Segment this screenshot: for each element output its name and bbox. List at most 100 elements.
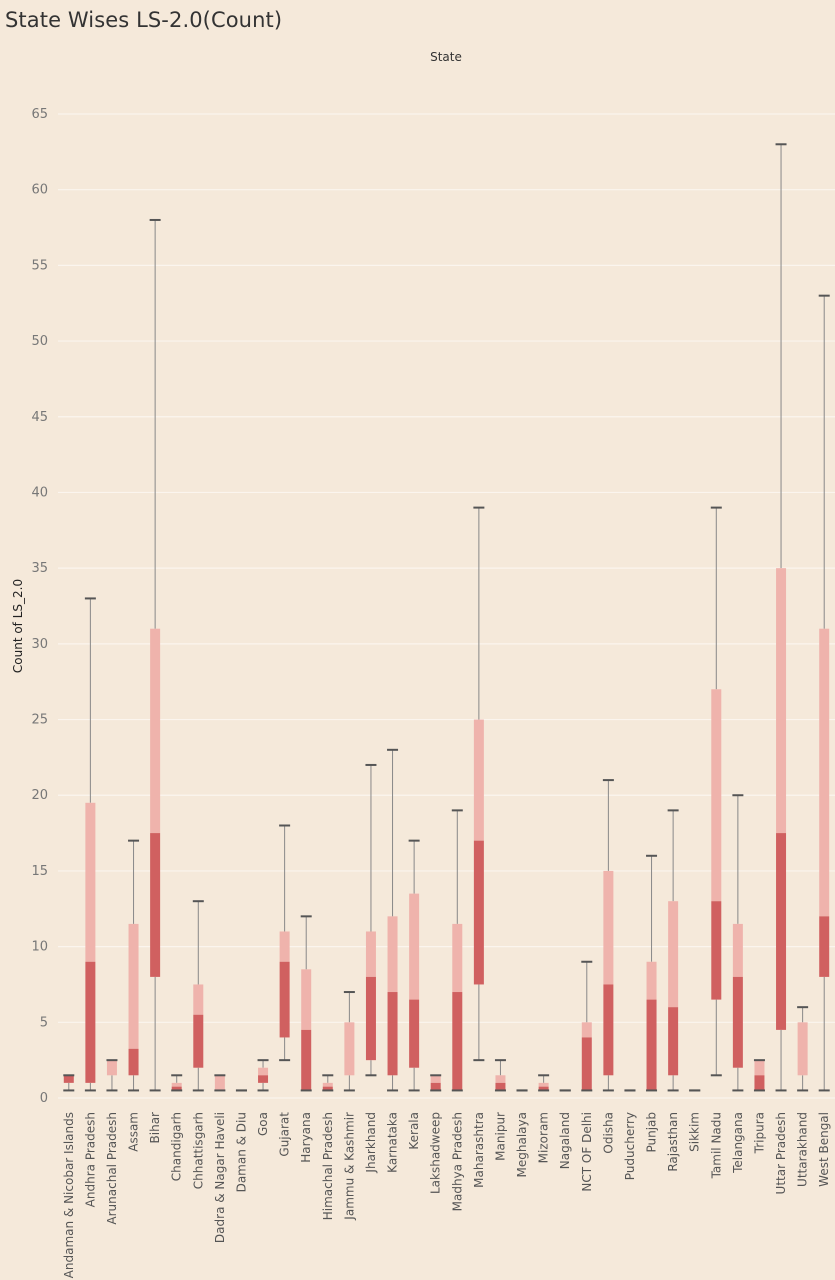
box-4[interactable]	[149, 218, 161, 1092]
x-tick-label: Chandigarh	[170, 1112, 184, 1181]
box-3[interactable]	[128, 839, 140, 1092]
upper-box	[279, 931, 290, 962]
box-11[interactable]	[300, 915, 312, 1092]
box-16[interactable]	[408, 839, 420, 1092]
box-19[interactable]	[473, 506, 485, 1062]
lower-box	[538, 1086, 549, 1091]
x-tick-label: Mizoram	[537, 1112, 551, 1163]
upper-box	[409, 893, 420, 1000]
x-tick-label: Haryana	[299, 1112, 313, 1163]
box-24[interactable]	[581, 960, 593, 1092]
y-tick-label: 35	[31, 561, 48, 576]
x-tick-label: Arunachal Pradesh	[105, 1112, 119, 1225]
lower-box	[668, 1007, 679, 1076]
x-tick-label: Dadra & Nagar Haveli	[213, 1112, 227, 1243]
upper-box	[797, 1022, 808, 1076]
lower-box	[711, 901, 722, 1000]
box-6[interactable]	[192, 900, 204, 1092]
x-tick-label: Bihar	[148, 1112, 162, 1144]
x-tick-label: Andaman & Nicobar Islands	[62, 1112, 76, 1278]
x-tick-label: Telangana	[731, 1112, 745, 1174]
x-tick-label: Goa	[256, 1112, 270, 1136]
lower-box	[301, 1029, 312, 1091]
lower-box	[754, 1075, 765, 1091]
upper-box	[646, 961, 657, 1000]
upper-box	[732, 923, 743, 977]
chart-title: State Wises LS-2.0(Count)	[5, 8, 283, 32]
x-tick-label: Tamil Nadu	[709, 1112, 723, 1179]
box-18[interactable]	[451, 809, 463, 1092]
y-tick-label: 20	[31, 788, 48, 803]
x-tick-label: Tripura	[752, 1112, 766, 1154]
box-31[interactable]	[732, 794, 744, 1092]
box-9[interactable]	[257, 1059, 269, 1092]
y-tick-label: 5	[40, 1015, 48, 1030]
x-tick-label: Nagaland	[558, 1112, 572, 1169]
y-tick-label: 0	[40, 1091, 48, 1106]
box-30[interactable]	[710, 506, 722, 1077]
x-tick-label: NCT OF Delhi	[580, 1112, 594, 1192]
upper-box	[776, 568, 787, 834]
x-tick-label: Jammu & Kashmir	[342, 1112, 356, 1221]
upper-box	[473, 719, 484, 841]
x-tick-label: Sikkim	[688, 1112, 702, 1152]
lower-box	[322, 1086, 333, 1091]
x-tick-label: Assam	[127, 1112, 141, 1152]
upper-box	[668, 901, 679, 1008]
lower-box	[409, 999, 420, 1068]
upper-box	[106, 1060, 117, 1076]
x-tick-label: Andhra Pradesh	[83, 1112, 97, 1207]
box-7[interactable]	[214, 1074, 226, 1092]
x-tick-label: West Bengal	[817, 1112, 831, 1187]
upper-box	[754, 1060, 765, 1076]
upper-box	[430, 1075, 441, 1083]
box-28[interactable]	[667, 809, 679, 1092]
upper-box	[193, 984, 204, 1015]
upper-box	[214, 1075, 225, 1091]
upper-box	[711, 689, 722, 902]
y-tick-label: 55	[31, 258, 48, 273]
y-tick-label: 25	[31, 713, 48, 728]
box-32[interactable]	[753, 1059, 765, 1092]
x-tick-label: Chhattisgarh	[191, 1112, 205, 1189]
boxes	[63, 143, 830, 1092]
box-27[interactable]	[646, 854, 658, 1092]
box-13[interactable]	[343, 991, 355, 1092]
upper-box	[150, 628, 161, 834]
box-34[interactable]	[797, 1006, 809, 1092]
box-15[interactable]	[387, 748, 399, 1092]
box-22[interactable]	[538, 1074, 550, 1092]
lower-box	[581, 1037, 592, 1091]
lower-box	[819, 916, 830, 977]
box-35[interactable]	[818, 294, 830, 1092]
x-tick-label: Himachal Pradesh	[321, 1112, 335, 1220]
x-tick-label: Maharashtra	[472, 1112, 486, 1188]
box-14[interactable]	[365, 763, 377, 1077]
box-12[interactable]	[322, 1074, 334, 1092]
upper-box	[387, 916, 398, 993]
box-20[interactable]	[494, 1059, 506, 1092]
grid-lines	[58, 113, 835, 1099]
box-2[interactable]	[106, 1059, 118, 1092]
y-tick-label: 60	[31, 183, 48, 198]
lower-box	[776, 833, 787, 1030]
x-tick-label: Jharkhand	[364, 1112, 378, 1174]
x-tick-label: Odisha	[601, 1112, 615, 1154]
x-tick-label: Lakshadweep	[429, 1112, 443, 1194]
lower-box	[365, 976, 376, 1061]
lower-box	[603, 984, 614, 1076]
box-10[interactable]	[279, 824, 291, 1062]
box-33[interactable]	[775, 143, 787, 1092]
y-tick-label: 40	[31, 485, 48, 500]
box-5[interactable]	[171, 1074, 183, 1092]
box-17[interactable]	[430, 1074, 442, 1092]
box-25[interactable]	[602, 779, 614, 1092]
lower-box	[171, 1086, 182, 1091]
box-0[interactable]	[63, 1074, 75, 1092]
y-tick-label: 45	[31, 410, 48, 425]
box-1[interactable]	[84, 597, 96, 1092]
x-tick-label: Puducherry	[623, 1112, 637, 1180]
lower-box	[85, 961, 96, 1083]
upper-box	[538, 1082, 549, 1087]
